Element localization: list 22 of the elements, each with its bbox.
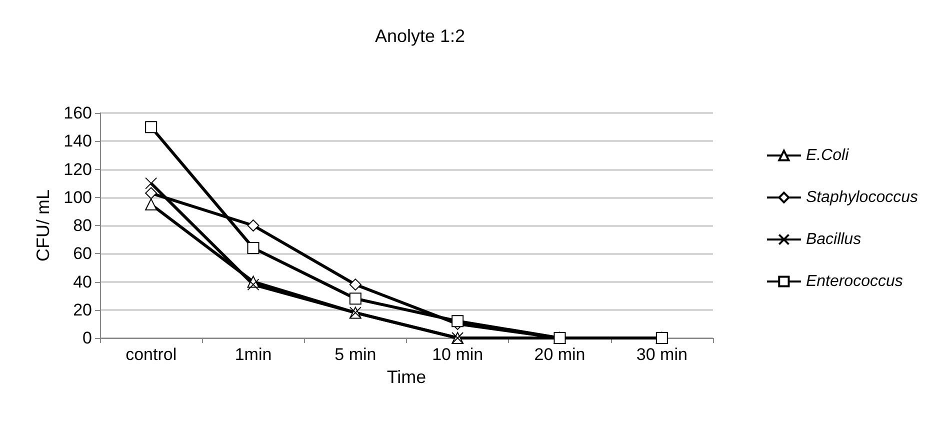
y-tick-label: 80 bbox=[73, 216, 92, 235]
chart-title: Anolyte 1:2 bbox=[375, 26, 466, 46]
y-tick-label: 20 bbox=[73, 300, 92, 320]
x-tick-label: 1min bbox=[234, 345, 272, 364]
legend-label: Bacillus bbox=[806, 231, 862, 248]
x-tick-label: 10 min bbox=[432, 345, 484, 364]
y-tick-label: 140 bbox=[64, 132, 92, 151]
y-tick-label: 40 bbox=[73, 272, 92, 292]
x-tick-label: control bbox=[126, 345, 177, 364]
y-tick-label: 60 bbox=[73, 244, 92, 264]
x-tick-label: 30 min bbox=[636, 345, 688, 364]
y-tick-label: 100 bbox=[64, 188, 92, 207]
x-tick-label: 5 min bbox=[334, 345, 376, 364]
x-axis-title: Time bbox=[386, 367, 426, 387]
x-tick-label: 20 min bbox=[534, 345, 586, 364]
y-axis-title: CFU/ mL bbox=[33, 190, 53, 262]
y-tick-label: 0 bbox=[82, 328, 92, 348]
legend-label: E.Coli bbox=[806, 147, 850, 164]
legend-label: Staphylococcus bbox=[806, 189, 918, 206]
legend-label: Enterococcus bbox=[806, 273, 903, 290]
y-tick-label: 160 bbox=[64, 104, 92, 122]
y-tick-label: 120 bbox=[64, 160, 92, 179]
